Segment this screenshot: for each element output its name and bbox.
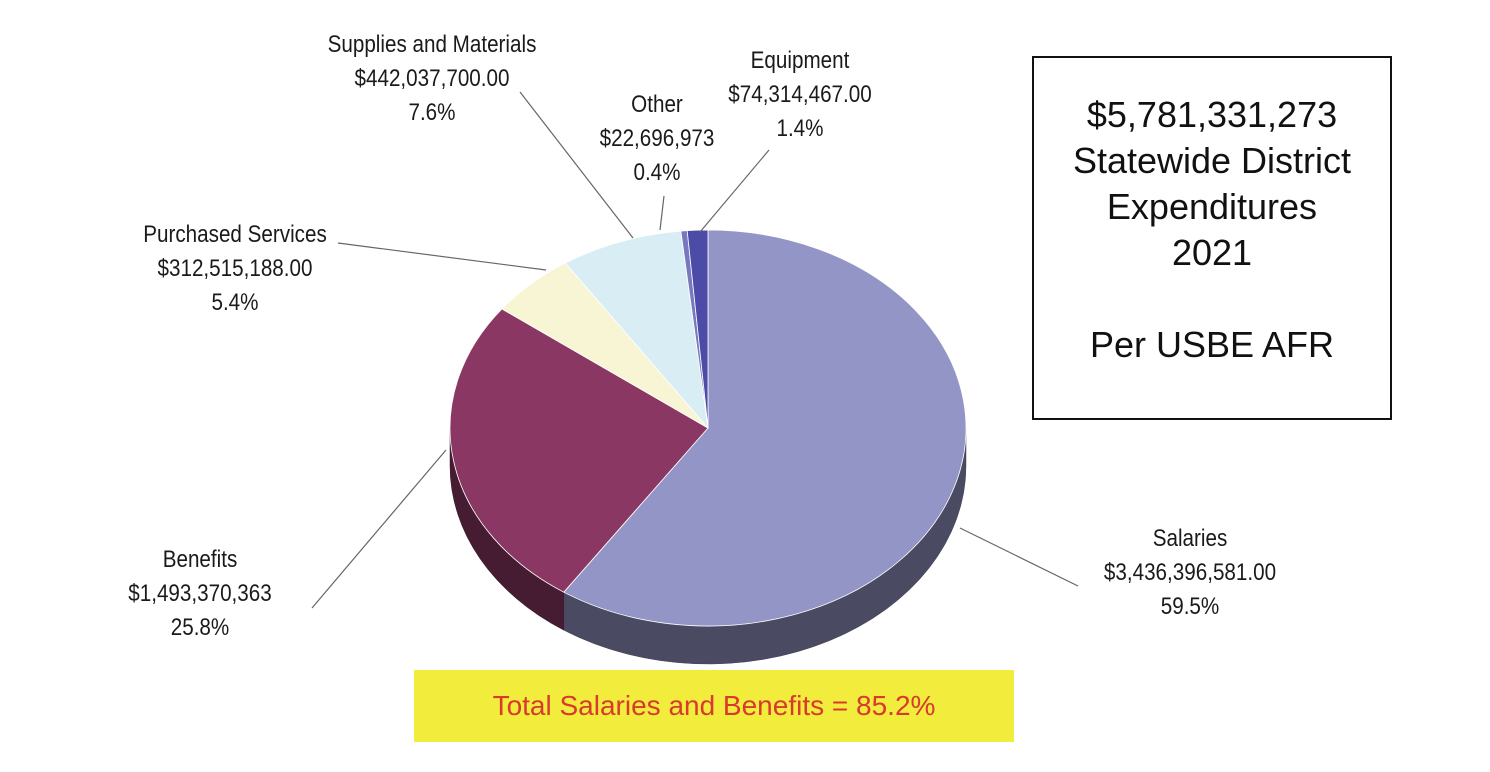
slice-value: $312,515,188.00 — [157, 255, 313, 282]
slice-label-equipment: Equipment $74,314,467.00 1.4% — [705, 44, 894, 146]
pie-slice-equipment — [686, 229, 709, 429]
summary-source: Per USBE AFR — [1089, 324, 1335, 365]
slice-name: Benefits — [162, 546, 238, 573]
leader-line — [519, 91, 634, 239]
leader-line — [959, 527, 1079, 587]
summary-box: $5,781,331,273 Statewide District Expend… — [1032, 56, 1392, 420]
leader-line — [337, 242, 547, 271]
slice-percent: 0.4% — [633, 159, 681, 186]
slice-label-benefits: Benefits $1,493,370,363 25.8% — [71, 543, 329, 645]
slice-value: $3,436,396,581.00 — [1103, 559, 1277, 586]
pie-slice-salaries — [563, 229, 967, 627]
pie-slice-supplies-and-materials — [564, 230, 709, 430]
slice-label-supplies: Supplies and Materials $442,037,700.00 7… — [294, 28, 569, 130]
summary-total: $5,781,331,273 — [1086, 94, 1338, 135]
leader-line — [659, 195, 665, 231]
slice-value: $442,037,700.00 — [354, 65, 510, 92]
slice-name: Purchased Services — [143, 221, 327, 248]
slice-percent: 7.6% — [408, 99, 456, 126]
salaries-benefits-note: Total Salaries and Benefits = 85.2% — [414, 670, 1014, 742]
slice-name: Other — [631, 91, 683, 118]
slice-percent: 5.4% — [211, 289, 259, 316]
slice-value: $74,314,467.00 — [728, 81, 872, 108]
summary-year: 2021 — [1171, 232, 1253, 273]
slice-label-other: Other $22,696,973 0.4% — [580, 88, 735, 190]
slice-value: $22,696,973 — [599, 125, 715, 152]
summary-line-2: Statewide District — [1072, 140, 1352, 181]
slice-percent: 1.4% — [776, 115, 824, 142]
summary-line-3: Expenditures — [1106, 186, 1318, 227]
leader-line — [699, 149, 770, 233]
pie-slice-benefits — [449, 308, 709, 593]
slice-label-purchased: Purchased Services $312,515,188.00 5.4% — [85, 218, 386, 320]
slice-name: Supplies and Materials — [327, 31, 537, 58]
slice-name: Equipment — [750, 47, 850, 74]
slice-value: $1,493,370,363 — [128, 580, 272, 607]
slice-name: Salaries — [1152, 525, 1228, 552]
slice-label-salaries: Salaries $3,436,396,581.00 59.5% — [1061, 522, 1319, 624]
leader-line — [311, 449, 447, 609]
slice-percent: 59.5% — [1160, 593, 1220, 620]
slice-percent: 25.8% — [170, 614, 230, 641]
